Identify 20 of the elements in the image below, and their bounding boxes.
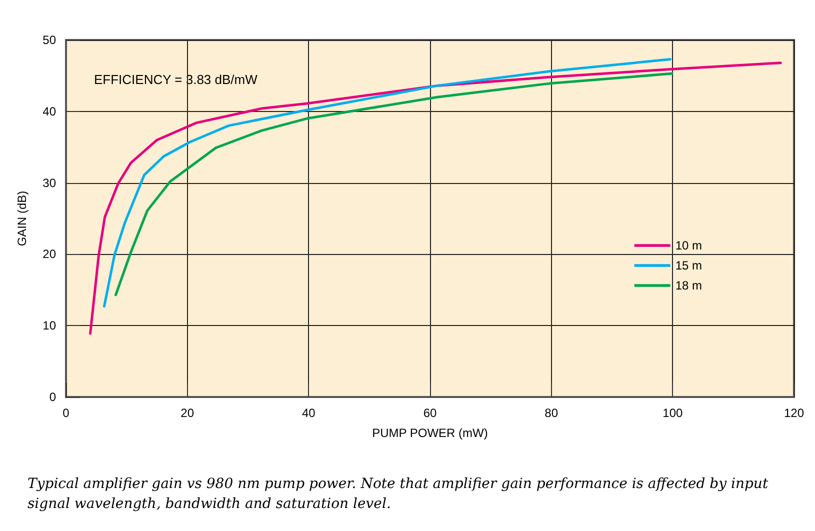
x-tick-label: 20 bbox=[180, 406, 194, 420]
x-axis-title: PUMP POWER (mW) bbox=[372, 426, 488, 440]
y-tick-label: 0 bbox=[49, 390, 56, 404]
x-tick-label: 40 bbox=[302, 406, 316, 420]
text: Typical amplifier gain vs 980 nm pump power. Note that amplifier gain performance is affected by input signal wavelength, bandwidth and saturation level. bbox=[28, 476, 773, 512]
y-tick-label: 30 bbox=[42, 176, 56, 190]
legend-label: 15 m bbox=[675, 258, 702, 272]
line-series bbox=[89, 62, 782, 335]
y-tick-label: 40 bbox=[42, 104, 56, 118]
y-axis-title: GAIN (dB) bbox=[15, 190, 29, 246]
legend-label: 18 m bbox=[675, 278, 702, 292]
x-tick-label: 60 bbox=[423, 406, 437, 420]
x-tick-label: 100 bbox=[662, 406, 683, 420]
y-tick-label: 50 bbox=[42, 33, 56, 47]
y-tick-label: 10 bbox=[42, 318, 56, 333]
x-tick-label: 80 bbox=[544, 406, 558, 420]
x-tick-label: 120 bbox=[784, 406, 804, 420]
y-tick-label: 20 bbox=[42, 247, 56, 262]
x-tick-label: 0 bbox=[62, 406, 70, 420]
legend-label: 10 m bbox=[675, 238, 702, 252]
